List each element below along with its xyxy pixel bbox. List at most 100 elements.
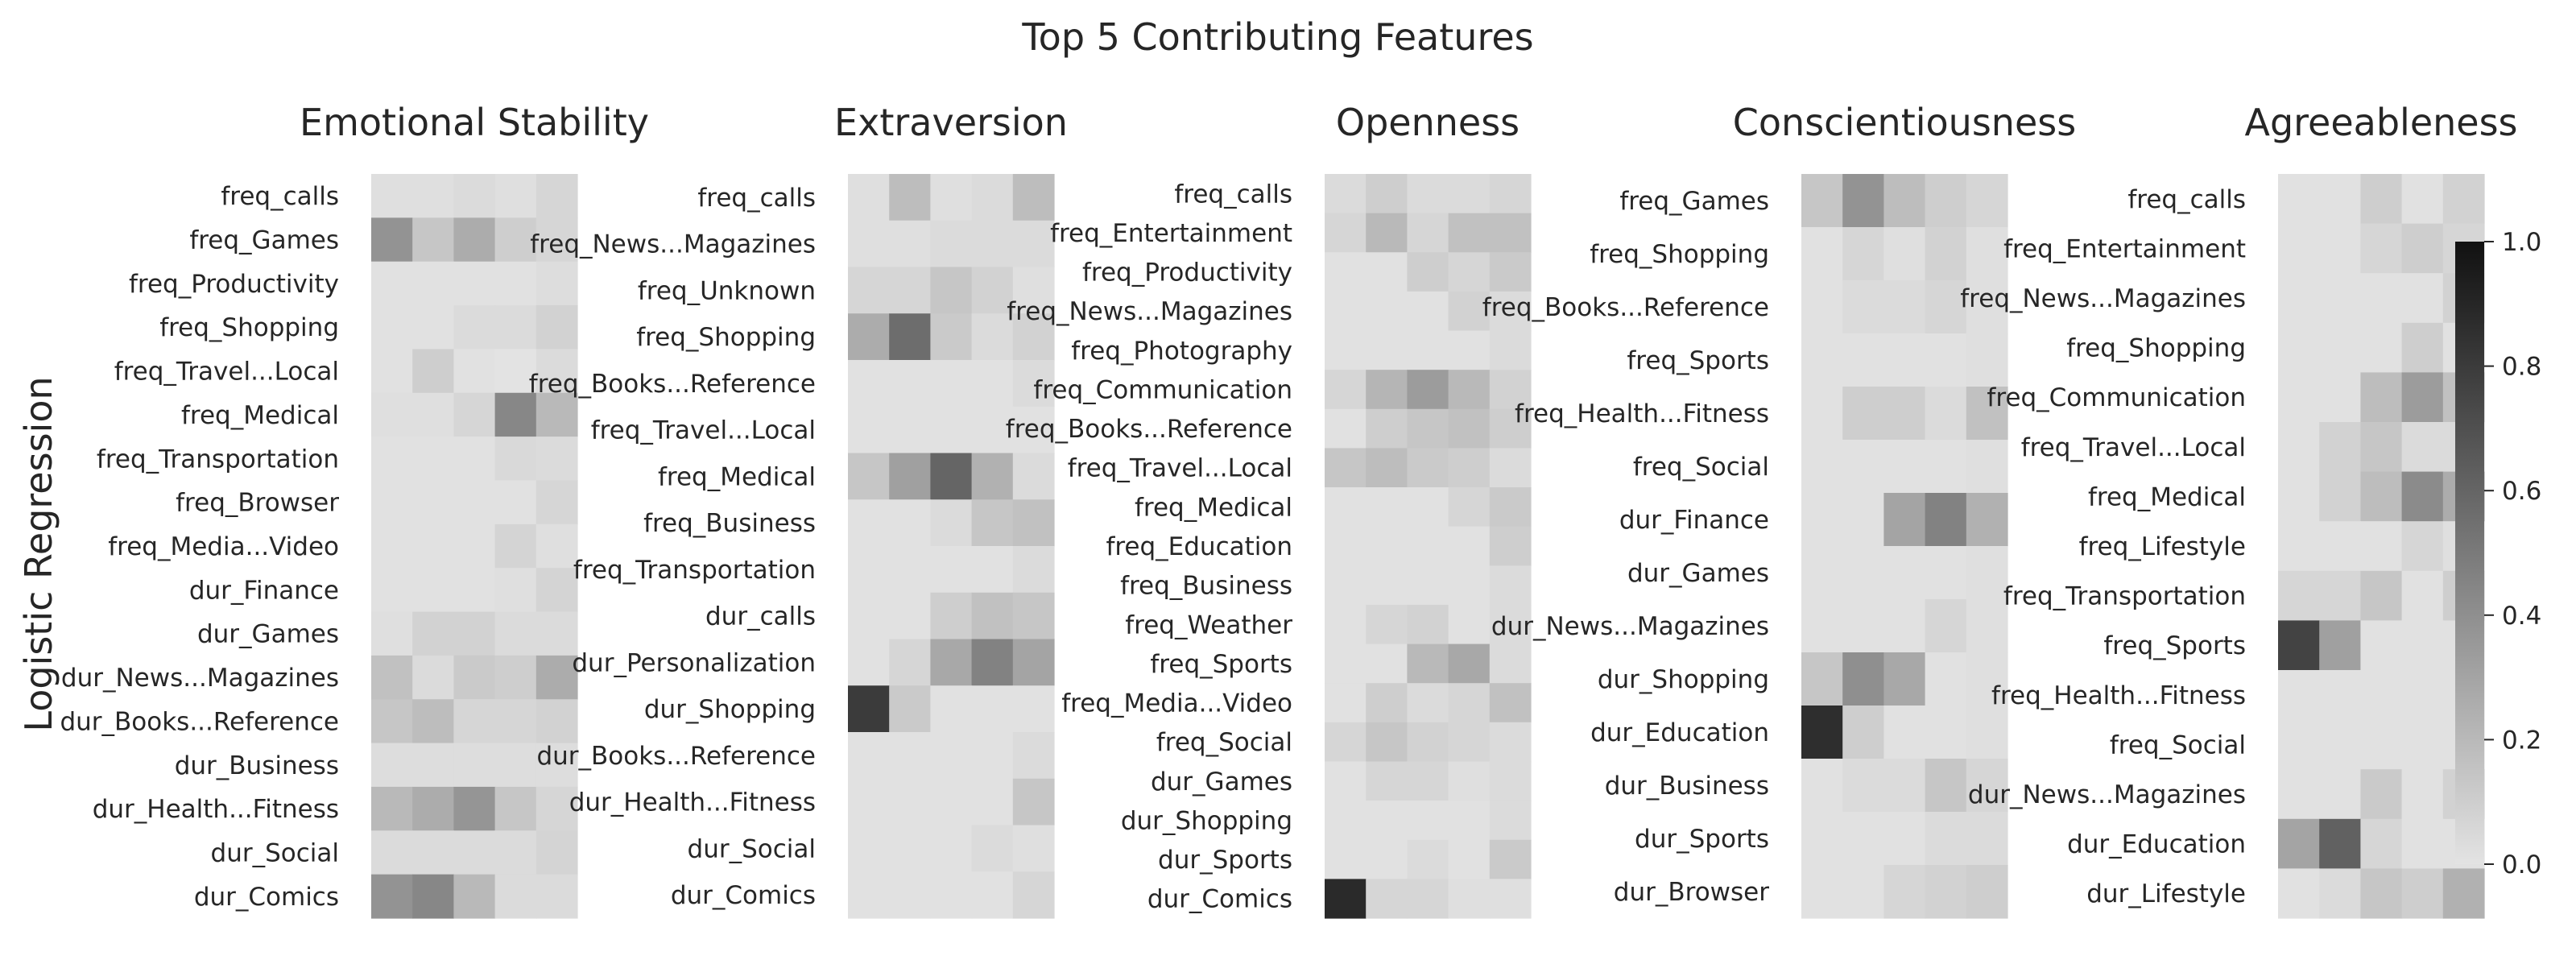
heatmap-cell (1366, 565, 1408, 606)
heatmap-cell (1325, 683, 1367, 723)
row-label: dur_News...Magazines (61, 664, 339, 693)
heatmap-cell (889, 732, 931, 780)
heatmap-cell (1325, 291, 1367, 332)
heatmap-cell (848, 546, 890, 594)
heatmap-cell (1325, 252, 1367, 292)
heatmap-cell (1325, 643, 1367, 684)
heatmap-cell (2360, 620, 2403, 671)
heatmap-cell (535, 699, 578, 744)
heatmap-cell (2319, 521, 2361, 572)
heatmap-cell (2319, 818, 2361, 869)
heatmap-cell (1801, 599, 1843, 653)
heatmap-cell (371, 699, 413, 744)
heatmap-cell (1842, 652, 1884, 706)
colorbar-tick-label: 1.0 (2502, 228, 2541, 257)
heatmap-cell (1012, 360, 1055, 408)
heatmap-cell (2360, 223, 2403, 274)
heatmap-cell (2401, 521, 2444, 572)
heatmap-cell (2401, 422, 2444, 473)
heatmap-cell (412, 830, 454, 875)
heatmap-cell (1842, 387, 1884, 441)
row-label: freq_Travel...Local (114, 358, 339, 387)
row-label: freq_Media...Video (108, 532, 339, 561)
heatmap-cell (1366, 252, 1408, 292)
heatmap-cell (2278, 372, 2320, 423)
heatmap-cell (848, 453, 890, 500)
heatmap-cell (412, 655, 454, 700)
heatmap-cell (930, 685, 973, 733)
heatmap-cell (453, 830, 496, 875)
heatmap-cell (2278, 422, 2320, 473)
heatmap-cell (371, 480, 413, 525)
heatmap-cell (453, 174, 496, 218)
heatmap-cell (494, 568, 537, 613)
heatmap-cell (848, 778, 890, 826)
heatmap-cell (971, 871, 1014, 919)
heatmap-cell (1489, 683, 1532, 723)
heatmap-cell (848, 685, 890, 733)
heatmap-cell (2278, 223, 2320, 274)
row-label: freq_calls (697, 184, 816, 213)
row-label: freq_calls (1174, 180, 1292, 209)
panel-title: Openness (1336, 101, 1520, 144)
row-label: dur_News...Magazines (1491, 612, 1769, 641)
heatmap-cell (971, 267, 1014, 314)
heatmap-cell (2278, 818, 2320, 869)
heatmap-cell (1407, 761, 1449, 801)
heatmap-cell (1012, 220, 1055, 268)
heatmap-cell (1012, 778, 1055, 826)
heatmap-cell (1801, 493, 1843, 547)
row-label: dur_Sports (1158, 846, 1292, 875)
heatmap-cell (1407, 291, 1449, 332)
heatmap-cell (2319, 273, 2361, 324)
heatmap-cell (535, 217, 578, 263)
row-label: freq_Shopping (1590, 240, 1769, 269)
heatmap-cell (1366, 408, 1408, 449)
heatmap-cell (371, 655, 413, 700)
heatmap-cell (1883, 493, 1926, 547)
heatmap-cell (2278, 719, 2320, 770)
heatmap-cell (1407, 174, 1449, 214)
heatmap-cell (1012, 546, 1055, 594)
heatmap-cell (1366, 839, 1408, 879)
row-label: dur_Books...Reference (60, 707, 339, 736)
heatmap-cell (2278, 273, 2320, 324)
heatmap-cell (1448, 839, 1491, 879)
heatmap-cell (1012, 313, 1055, 361)
row-label: freq_Games (1619, 187, 1769, 216)
row-label: freq_Games (189, 226, 339, 255)
heatmap-cell (453, 699, 496, 744)
heatmap-cell (848, 174, 890, 221)
row-label: dur_Education (2067, 830, 2246, 859)
heatmap-cell (535, 392, 578, 437)
colorbar-gradient (2455, 242, 2484, 864)
heatmap-cell (412, 699, 454, 744)
panel-2: Extraversion freq_calls freq_News...Magazi… (529, 101, 1068, 919)
row-label: dur_calls (705, 602, 816, 631)
heatmap-cell (2360, 422, 2403, 473)
heatmap-cell (2360, 818, 2403, 869)
heatmap-cell (889, 406, 931, 454)
heatmap-cell (494, 786, 537, 831)
heatmap-cell (1883, 174, 1926, 228)
heatmap-cell (2278, 620, 2320, 671)
heatmap-cell (1489, 213, 1532, 253)
heatmap-cell (371, 174, 413, 218)
heatmap-cell (1325, 213, 1367, 253)
heatmap-cell (1448, 330, 1491, 370)
heatmap-cell (1489, 408, 1532, 449)
row-label: freq_Social (1156, 728, 1292, 757)
heatmap-cell (1012, 592, 1055, 640)
heatmap-cell (371, 523, 413, 569)
heatmap-cell (1489, 252, 1532, 292)
heatmap-cell (848, 406, 890, 454)
heatmap-cell (371, 437, 413, 482)
heatmap-cell (848, 499, 890, 547)
heatmap-cell (1883, 546, 1926, 600)
panel-title: Agreeableness (2244, 101, 2517, 144)
heatmap-cell (1448, 213, 1491, 253)
heatmap-cell (1801, 227, 1843, 281)
heatmap-cell (453, 392, 496, 437)
colorbar-tick-label: 0.6 (2502, 477, 2541, 506)
heatmap-cell (1012, 871, 1055, 919)
